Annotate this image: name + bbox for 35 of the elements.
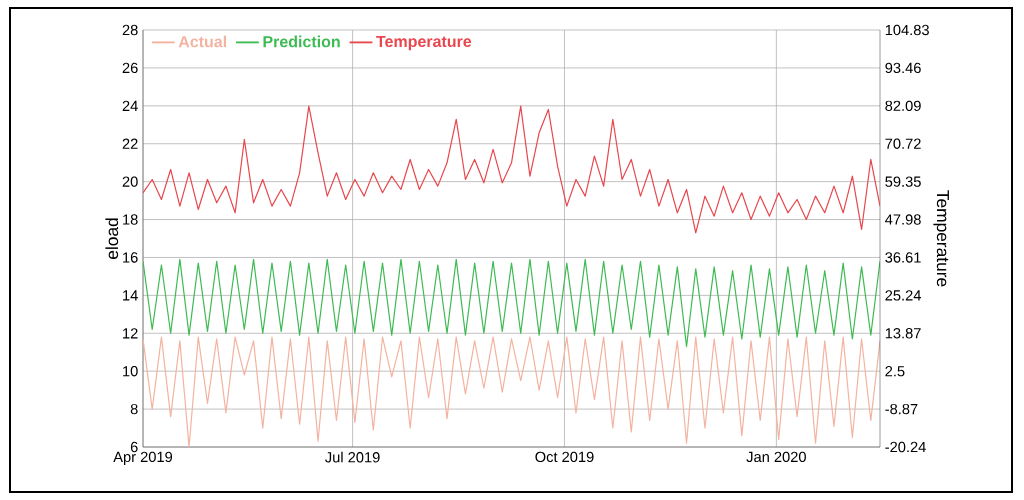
y-tick-label: 24	[122, 100, 138, 111]
y2-axis-title: Temperature	[933, 190, 949, 287]
y-tick-label: 22	[122, 138, 138, 149]
y-tick-label: 8	[130, 403, 138, 415]
y2-tick-label: 13.87	[885, 328, 921, 339]
legend-label: Temperature	[376, 35, 472, 51]
y-tick-label: 28	[122, 24, 138, 36]
y-tick-label: 18	[123, 214, 138, 225]
y2-tick-label: 93.46	[885, 62, 921, 74]
y2-tick-label: 36.61	[885, 252, 921, 263]
line-series	[143, 258, 881, 348]
x-tick-label: Jan 2020	[746, 451, 806, 463]
y2-tick-label: -20.24	[885, 441, 926, 453]
y-tick-label: 16	[123, 252, 138, 263]
y2-tick-label: 2.5	[885, 366, 905, 377]
y2-tick-label: 82.09	[885, 100, 921, 112]
y2-tick-label: 47.98	[885, 214, 921, 225]
y-axis-title: eload	[105, 218, 119, 259]
y-tick-label: 14	[123, 290, 138, 301]
legend-label: Prediction	[263, 35, 340, 48]
x-tick-label: Apr 2019	[113, 451, 173, 465]
y2-tick-label: 70.72	[885, 138, 921, 149]
y-tick-label: 26	[122, 62, 138, 74]
x-tick-label: Jul 2019	[325, 451, 380, 463]
y-tick-label: 10	[123, 366, 138, 377]
x-tick-label: Oct 2019	[535, 451, 594, 463]
line-series	[143, 105, 881, 234]
y-tick-label: 20	[122, 176, 138, 187]
y2-tick-label: 25.24	[885, 290, 921, 301]
y-tick-label: 6	[130, 441, 138, 453]
y-tick-label: 12	[123, 328, 138, 339]
y2-tick-label: -8.87	[885, 403, 918, 415]
y2-tick-label: 59.35	[885, 176, 921, 187]
legend-label: Actual	[178, 35, 227, 48]
y2-tick-label: 104.83	[885, 24, 929, 36]
